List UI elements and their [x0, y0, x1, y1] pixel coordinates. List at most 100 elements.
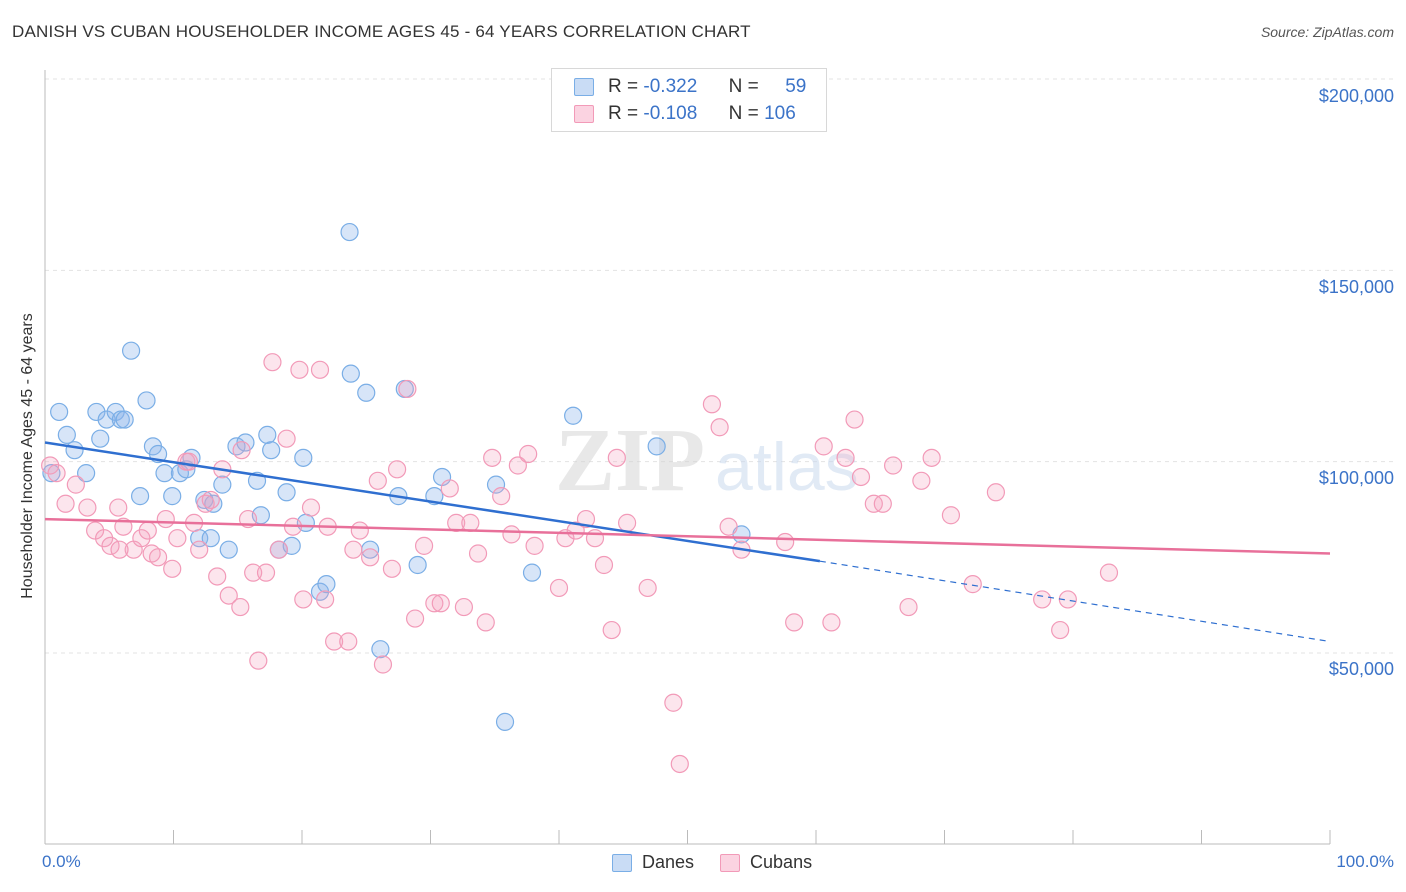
danes-point — [371, 640, 390, 659]
danes-point — [522, 563, 542, 582]
cubans-point — [670, 754, 689, 774]
cubans-point — [47, 464, 66, 483]
legend-item-danes: Danes — [612, 852, 694, 873]
cubans-point — [179, 452, 199, 471]
danes-point — [121, 341, 141, 360]
legend-row-danes: R = -0.322 N = 59 — [574, 75, 806, 99]
cubans-point — [1033, 590, 1052, 609]
cubans-point — [148, 548, 168, 567]
cubans-point — [1051, 620, 1070, 640]
cubans-point — [110, 540, 129, 559]
danes-point — [91, 429, 110, 448]
cubans-point — [883, 456, 903, 475]
danes-point — [495, 712, 515, 731]
danes-point — [42, 464, 61, 483]
cubans-point — [168, 529, 187, 548]
cubans-point — [344, 540, 363, 559]
cubans-point — [269, 540, 288, 559]
n-label: N = — [728, 103, 759, 124]
cubans-trendline — [44, 517, 1331, 555]
cubans-point — [483, 448, 502, 467]
cubans-point — [277, 429, 296, 448]
cubans-point — [845, 410, 864, 429]
cubans-point — [618, 513, 637, 532]
cubans-point — [156, 509, 175, 529]
cubans-point — [361, 548, 380, 567]
danes-point — [201, 529, 220, 548]
correlation-legend: R = -0.322 N = 59 R = -0.108 N = 106 — [551, 68, 827, 132]
n-label: N = — [728, 76, 759, 97]
cubans-point — [912, 471, 931, 490]
cubans-point — [316, 590, 335, 609]
danes-point — [213, 475, 232, 494]
cubans-point — [294, 590, 313, 609]
r-label: R = — [608, 76, 639, 97]
cubans-point — [219, 586, 238, 605]
danes-point — [262, 441, 281, 460]
cubans-point — [476, 613, 495, 632]
cubans-point — [56, 494, 75, 513]
danes-point — [277, 483, 296, 502]
cubans-point — [549, 578, 569, 598]
cubans-point — [836, 448, 855, 467]
y-tick-label: $100,000 — [1318, 468, 1394, 488]
cubans-point — [440, 479, 459, 498]
cubans-point — [607, 448, 626, 467]
cubans-point — [382, 559, 402, 578]
danes-point — [155, 464, 174, 483]
danes-point — [50, 402, 69, 422]
cubans-point — [576, 509, 596, 529]
cubans-point — [468, 544, 488, 563]
cubans-point — [851, 467, 871, 487]
cubans-point — [398, 379, 417, 399]
x-tick-label: 0.0% — [42, 852, 81, 871]
cubans-point — [263, 353, 282, 372]
danes-point — [111, 410, 130, 429]
cubans-point — [208, 567, 227, 586]
danes-point — [77, 464, 96, 483]
source-label: Source: ZipAtlas.com — [1260, 24, 1394, 40]
legend-item-cubans: Cubans — [720, 852, 812, 873]
danes-point — [137, 391, 156, 410]
danes-point — [341, 364, 360, 383]
danes-point — [486, 475, 506, 494]
danes-point — [647, 437, 666, 456]
cubans-point — [431, 594, 450, 613]
cubans-point — [425, 594, 444, 613]
danes-point — [294, 448, 313, 467]
cubans-point — [502, 525, 521, 544]
cubans-point — [508, 456, 527, 475]
y-tick-label: $200,000 — [1318, 86, 1394, 106]
cubans-point — [109, 498, 128, 517]
cubans-point — [566, 521, 585, 540]
x-tick-label: 100.0% — [1336, 852, 1394, 871]
danes-point — [357, 383, 376, 402]
cubans-point — [822, 613, 841, 632]
y-tick-label: $150,000 — [1318, 277, 1394, 297]
danes-swatch — [612, 853, 632, 872]
danes-point — [87, 402, 106, 422]
watermark-zip: ZIP — [555, 411, 705, 510]
r-label: R = — [608, 103, 639, 124]
danes-swatch — [574, 78, 594, 96]
cubans-point — [231, 597, 250, 617]
danes-point — [65, 441, 84, 460]
cubans-point — [525, 536, 544, 555]
danes-trendline — [44, 441, 821, 563]
cubans-point — [519, 444, 538, 464]
cubans-point — [461, 513, 480, 532]
cubans-point — [244, 563, 263, 582]
chart-title: DANISH VS CUBAN HOUSEHOLDER INCOME AGES … — [12, 22, 751, 41]
legend-label: Cubans — [750, 852, 813, 872]
legend-row-cubans: R = -0.108 N = 106 — [574, 102, 796, 126]
n-value: 59 — [785, 76, 807, 97]
cubans-swatch — [574, 105, 594, 123]
cubans-point — [405, 609, 425, 628]
cubans-point — [301, 498, 321, 517]
cubans-point — [290, 360, 309, 379]
cubans-point — [447, 513, 466, 532]
cubans-point — [163, 559, 182, 578]
cubans-point — [387, 460, 407, 479]
cubans-point — [325, 632, 344, 651]
